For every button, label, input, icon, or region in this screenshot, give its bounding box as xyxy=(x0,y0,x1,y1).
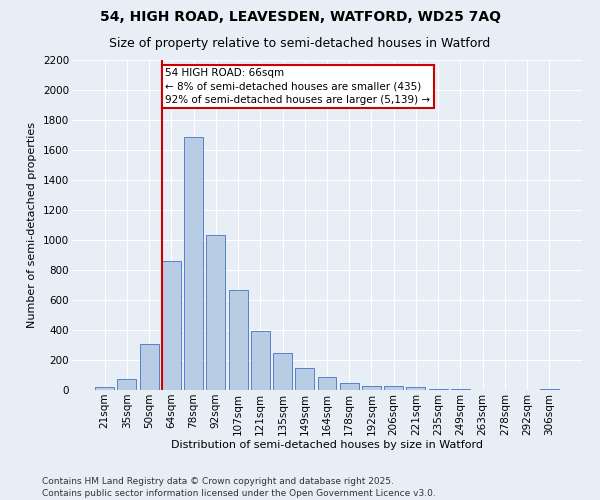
Bar xyxy=(295,368,314,390)
Bar xyxy=(451,389,470,390)
Bar xyxy=(340,383,359,390)
Bar xyxy=(406,387,425,390)
Bar xyxy=(229,290,248,390)
Bar xyxy=(162,261,181,390)
Bar xyxy=(118,379,136,390)
Bar xyxy=(362,386,381,390)
Y-axis label: Number of semi-detached properties: Number of semi-detached properties xyxy=(28,122,37,328)
Bar xyxy=(206,235,225,390)
Bar xyxy=(184,136,203,390)
Bar xyxy=(251,331,270,390)
Bar xyxy=(429,389,448,390)
Text: 54, HIGH ROAD, LEAVESDEN, WATFORD, WD25 7AQ: 54, HIGH ROAD, LEAVESDEN, WATFORD, WD25 … xyxy=(100,10,500,24)
Text: Contains HM Land Registry data © Crown copyright and database right 2025.
Contai: Contains HM Land Registry data © Crown c… xyxy=(42,476,436,498)
Bar xyxy=(140,344,158,390)
X-axis label: Distribution of semi-detached houses by size in Watford: Distribution of semi-detached houses by … xyxy=(171,440,483,450)
Text: Size of property relative to semi-detached houses in Watford: Size of property relative to semi-detach… xyxy=(109,38,491,51)
Bar xyxy=(540,389,559,390)
Text: 54 HIGH ROAD: 66sqm
← 8% of semi-detached houses are smaller (435)
92% of semi-d: 54 HIGH ROAD: 66sqm ← 8% of semi-detache… xyxy=(165,68,430,104)
Bar xyxy=(95,387,114,390)
Bar xyxy=(384,386,403,390)
Bar xyxy=(317,378,337,390)
Bar xyxy=(273,353,292,390)
